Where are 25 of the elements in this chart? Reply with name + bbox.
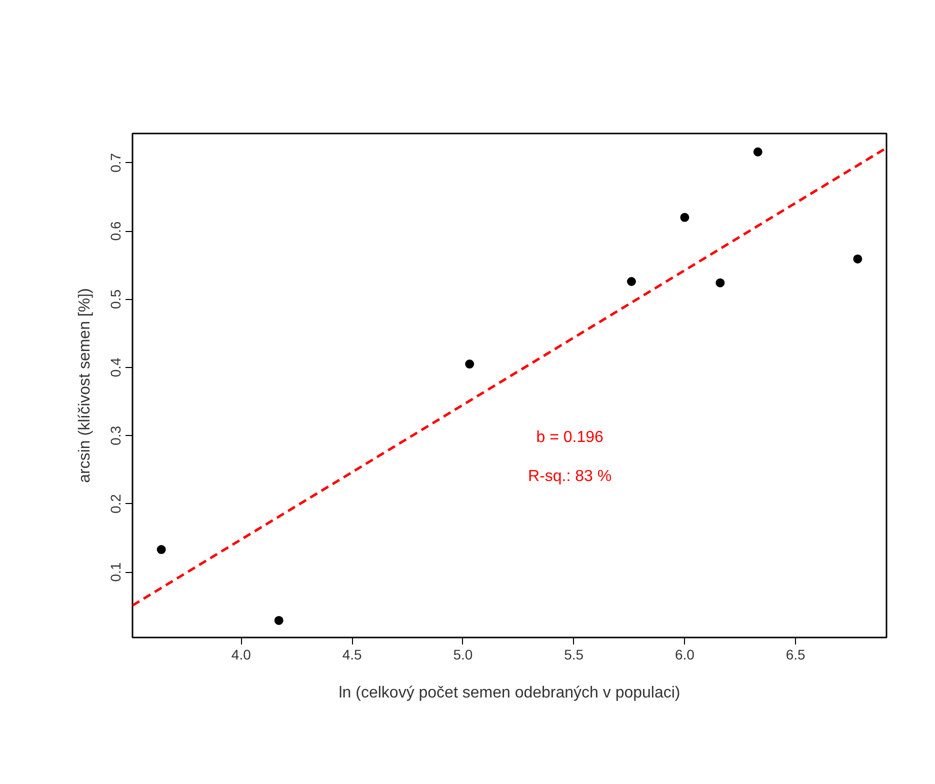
annotation: b = 0.196 bbox=[536, 428, 604, 446]
x-tick-label: 4.0 bbox=[231, 646, 252, 662]
x-tick-label: 6.0 bbox=[674, 646, 695, 662]
point bbox=[853, 254, 862, 264]
point bbox=[156, 545, 166, 554]
point bbox=[626, 277, 636, 286]
y-tick-label: 0.6 bbox=[108, 221, 124, 241]
point bbox=[274, 616, 284, 625]
point bbox=[680, 212, 690, 222]
annotation: R-sq.: 83 % bbox=[528, 468, 612, 486]
y-tick-label: 0.1 bbox=[108, 562, 124, 582]
y-tick-label: 0.7 bbox=[108, 152, 124, 173]
y-tick-label: 0.5 bbox=[108, 289, 124, 309]
point bbox=[753, 147, 762, 156]
y-tick-label: 0.3 bbox=[108, 426, 124, 446]
y-tick-label: 0.4 bbox=[108, 357, 124, 378]
point bbox=[716, 278, 725, 288]
point bbox=[465, 360, 474, 369]
y-axis-title: arcsin (klíčivost semen [%]) bbox=[76, 288, 94, 483]
x-tick-label: 4.5 bbox=[342, 646, 362, 662]
x-tick-label: 5.5 bbox=[564, 646, 584, 662]
y-tick-label: 0.2 bbox=[108, 494, 124, 514]
x-tick-label: 5.0 bbox=[453, 646, 473, 662]
x-axis-title: ln (celkový počet semen odebraných v populaci) bbox=[338, 684, 680, 702]
x-tick-label: 6.5 bbox=[786, 646, 806, 662]
